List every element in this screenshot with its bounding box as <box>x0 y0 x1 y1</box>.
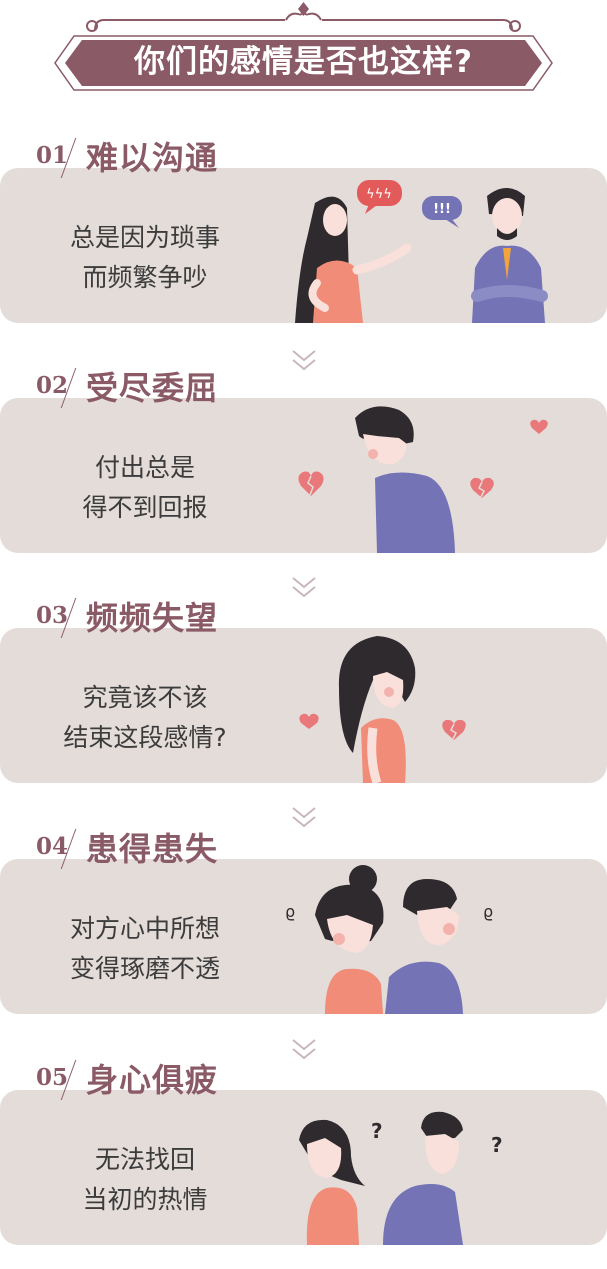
section-exhaustion: 05 身心俱疲 无法找回 当初的热情 ? ? <box>0 1060 607 1245</box>
broken-heart-icon <box>298 471 324 496</box>
description-line: 变得琢磨不透 <box>69 954 220 983</box>
confused-scribble-icon: ϱ <box>285 902 295 921</box>
woman-figure-icon <box>338 636 416 783</box>
section-description: 付出总是 得不到回报 <box>30 448 260 528</box>
section-title: 身心俱疲 <box>86 1061 219 1099</box>
description-line: 无法找回 <box>94 1145 195 1174</box>
section-communication: 01 难以沟通 总是因为琐事 而频繁争吵 ϟϟϟ <box>0 138 607 323</box>
chevron-down-icon <box>292 350 316 371</box>
chevron-down-icon <box>292 807 316 828</box>
man-figure-icon <box>385 879 463 1014</box>
section-card: 总是因为琐事 而频繁争吵 ϟϟϟ !!! <box>0 168 607 323</box>
section-number: 02 <box>36 372 69 399</box>
description-line: 付出总是 <box>94 453 195 482</box>
woman-figure-icon <box>315 865 384 1014</box>
section-grievance: 02 受尽委屈 付出总是 得不到回报 <box>0 368 607 553</box>
section-anxiety: 04 患得患失 对方心中所想 变得琢磨不透 ϱ ϱ <box>0 829 607 1014</box>
section-description: 究竟该不该 结束这段感情? <box>30 678 260 758</box>
woman-figure-icon <box>295 196 412 323</box>
section-number: 03 <box>36 602 69 629</box>
section-number: 05 <box>36 1064 69 1091</box>
chevron-down-icon <box>292 577 316 598</box>
arguing-couple-illustration: ϟϟϟ !!! <box>295 180 548 323</box>
angry-speech-bubble-icon: ϟϟϟ <box>357 180 402 214</box>
description-line: 当初的热情 <box>82 1185 208 1214</box>
section-description: 对方心中所想 变得琢磨不透 <box>30 909 260 989</box>
question-mark-icon: ? <box>491 1133 503 1157</box>
section-disappointment: 03 频频失望 究竟该不该 结束这段感情? <box>0 598 607 783</box>
page-title: 你们的感情是否也这样? <box>134 44 473 80</box>
man-figure-icon <box>355 406 455 553</box>
woman-figure-icon <box>299 1119 365 1245</box>
section-card: 无法找回 当初的热情 ? ? <box>0 1090 607 1245</box>
man-figure-icon <box>471 188 548 323</box>
section-description: 无法找回 当初的热情 <box>30 1140 260 1220</box>
section-number: 04 <box>36 833 69 860</box>
bubble-text: !!! <box>433 202 451 217</box>
bubble-text: ϟϟϟ <box>366 187 392 202</box>
section-description: 总是因为琐事 而频繁争吵 <box>30 218 260 298</box>
exclaim-speech-bubble-icon: !!! <box>422 196 462 228</box>
section-title: 受尽委屈 <box>86 369 219 407</box>
man-figure-icon <box>383 1111 463 1245</box>
tired-couple-illustration: ? ? <box>299 1111 503 1245</box>
description-line: 得不到回报 <box>82 493 208 522</box>
broken-heart-icon <box>530 419 548 434</box>
description-line: 总是因为琐事 <box>69 223 220 252</box>
sad-woman-illustration <box>299 636 466 783</box>
page-banner: 你们的感情是否也这样? <box>0 0 607 100</box>
broken-heart-icon <box>442 719 466 740</box>
question-mark-icon: ? <box>371 1119 383 1143</box>
section-title: 频频失望 <box>86 599 219 637</box>
description-line: 而频繁争吵 <box>82 263 208 292</box>
section-number: 01 <box>36 142 69 169</box>
broken-heart-icon <box>299 713 319 729</box>
broken-heart-icon <box>470 477 494 498</box>
section-card: 对方心中所想 变得琢磨不透 ϱ ϱ <box>0 859 607 1014</box>
section-card: 付出总是 得不到回报 <box>0 398 607 553</box>
back-to-back-couple-illustration: ϱ ϱ <box>285 865 493 1014</box>
description-line: 结束这段感情? <box>63 723 227 752</box>
section-card: 究竟该不该 结束这段感情? <box>0 628 607 783</box>
section-title: 难以沟通 <box>86 139 219 177</box>
description-line: 究竟该不该 <box>82 683 208 712</box>
confused-scribble-icon: ϱ <box>483 902 493 921</box>
chevron-down-icon <box>292 1039 316 1060</box>
description-line: 对方心中所想 <box>69 914 220 943</box>
banner-ornament <box>54 2 553 91</box>
sad-man-illustration <box>298 406 548 553</box>
section-title: 患得患失 <box>86 830 219 868</box>
